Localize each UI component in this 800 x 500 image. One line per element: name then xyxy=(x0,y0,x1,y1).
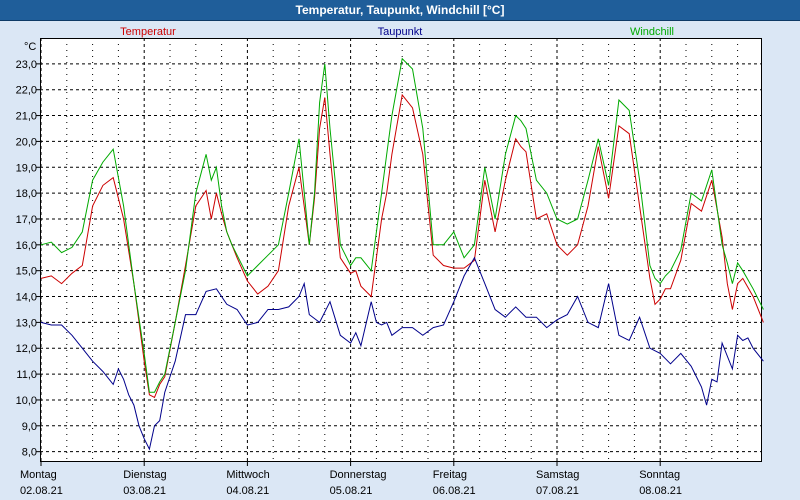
y-tick-label: 10,0 xyxy=(16,395,37,407)
legend-item-temperatur: Temperatur xyxy=(120,26,176,38)
x-tick-date: 05.08.21 xyxy=(330,485,373,497)
y-tick-label: 14,0 xyxy=(16,292,37,304)
x-axis: Montag 02.08.21 Dienstag 03.08.21 Mittwoch 04… xyxy=(20,462,682,497)
x-tick-date: 04.08.21 xyxy=(226,485,269,497)
y-tick-label: 12,0 xyxy=(16,343,37,355)
y-tick-label: 11,0 xyxy=(16,369,37,381)
legend-item-windchill: Windchill xyxy=(630,26,674,38)
y-tick-label: 8,0 xyxy=(22,447,37,459)
legend: Temperatur Taupunkt Windchill xyxy=(120,26,674,38)
legend-item-taupunkt: Taupunkt xyxy=(378,26,423,38)
y-tick-label: 18,0 xyxy=(16,188,37,200)
y-tick-label: 22,0 xyxy=(16,85,37,97)
y-tick-label: 9,0 xyxy=(22,421,37,433)
x-tick-date: 03.08.21 xyxy=(123,485,166,497)
series-lines xyxy=(40,57,764,451)
x-tick-day: Samstag xyxy=(536,469,579,481)
x-tick-day: Dienstag xyxy=(123,469,166,481)
x-tick-date: 06.08.21 xyxy=(433,485,476,497)
plot-area xyxy=(40,38,762,462)
y-axis: 8,0 9,0 10,0 11,0 12,0 13,0 14,0 15,0 16,0 17,0 18… xyxy=(16,59,40,459)
series-line-taupunkt xyxy=(40,256,764,451)
x-tick-day: Mittwoch xyxy=(226,469,269,481)
y-tick-label: 13,0 xyxy=(16,317,37,329)
x-tick-day: Freitag xyxy=(433,469,467,481)
x-tick-date: 02.08.21 xyxy=(20,485,63,497)
y-tick-label: 17,0 xyxy=(16,214,37,226)
y-tick-label: 21,0 xyxy=(16,111,37,123)
x-tick-date: 08.08.21 xyxy=(639,485,682,497)
y-tick-label: 23,0 xyxy=(16,59,37,71)
series-line-windchill xyxy=(40,57,764,393)
x-tick-day: Montag xyxy=(20,469,57,481)
y-axis-unit: °C xyxy=(24,41,36,53)
x-tick-day: Donnerstag xyxy=(330,469,387,481)
x-tick-date: 07.08.21 xyxy=(536,485,579,497)
y-tick-label: 20,0 xyxy=(16,136,37,148)
chart-title: Temperatur, Taupunkt, Windchill [°C] xyxy=(295,3,505,17)
chart-title-bar: Temperatur, Taupunkt, Windchill [°C] xyxy=(0,0,800,21)
x-tick-day: Sonntag xyxy=(639,469,680,481)
y-tick-label: 16,0 xyxy=(16,240,37,252)
y-tick-label: 19,0 xyxy=(16,162,37,174)
y-tick-label: 15,0 xyxy=(16,266,37,278)
